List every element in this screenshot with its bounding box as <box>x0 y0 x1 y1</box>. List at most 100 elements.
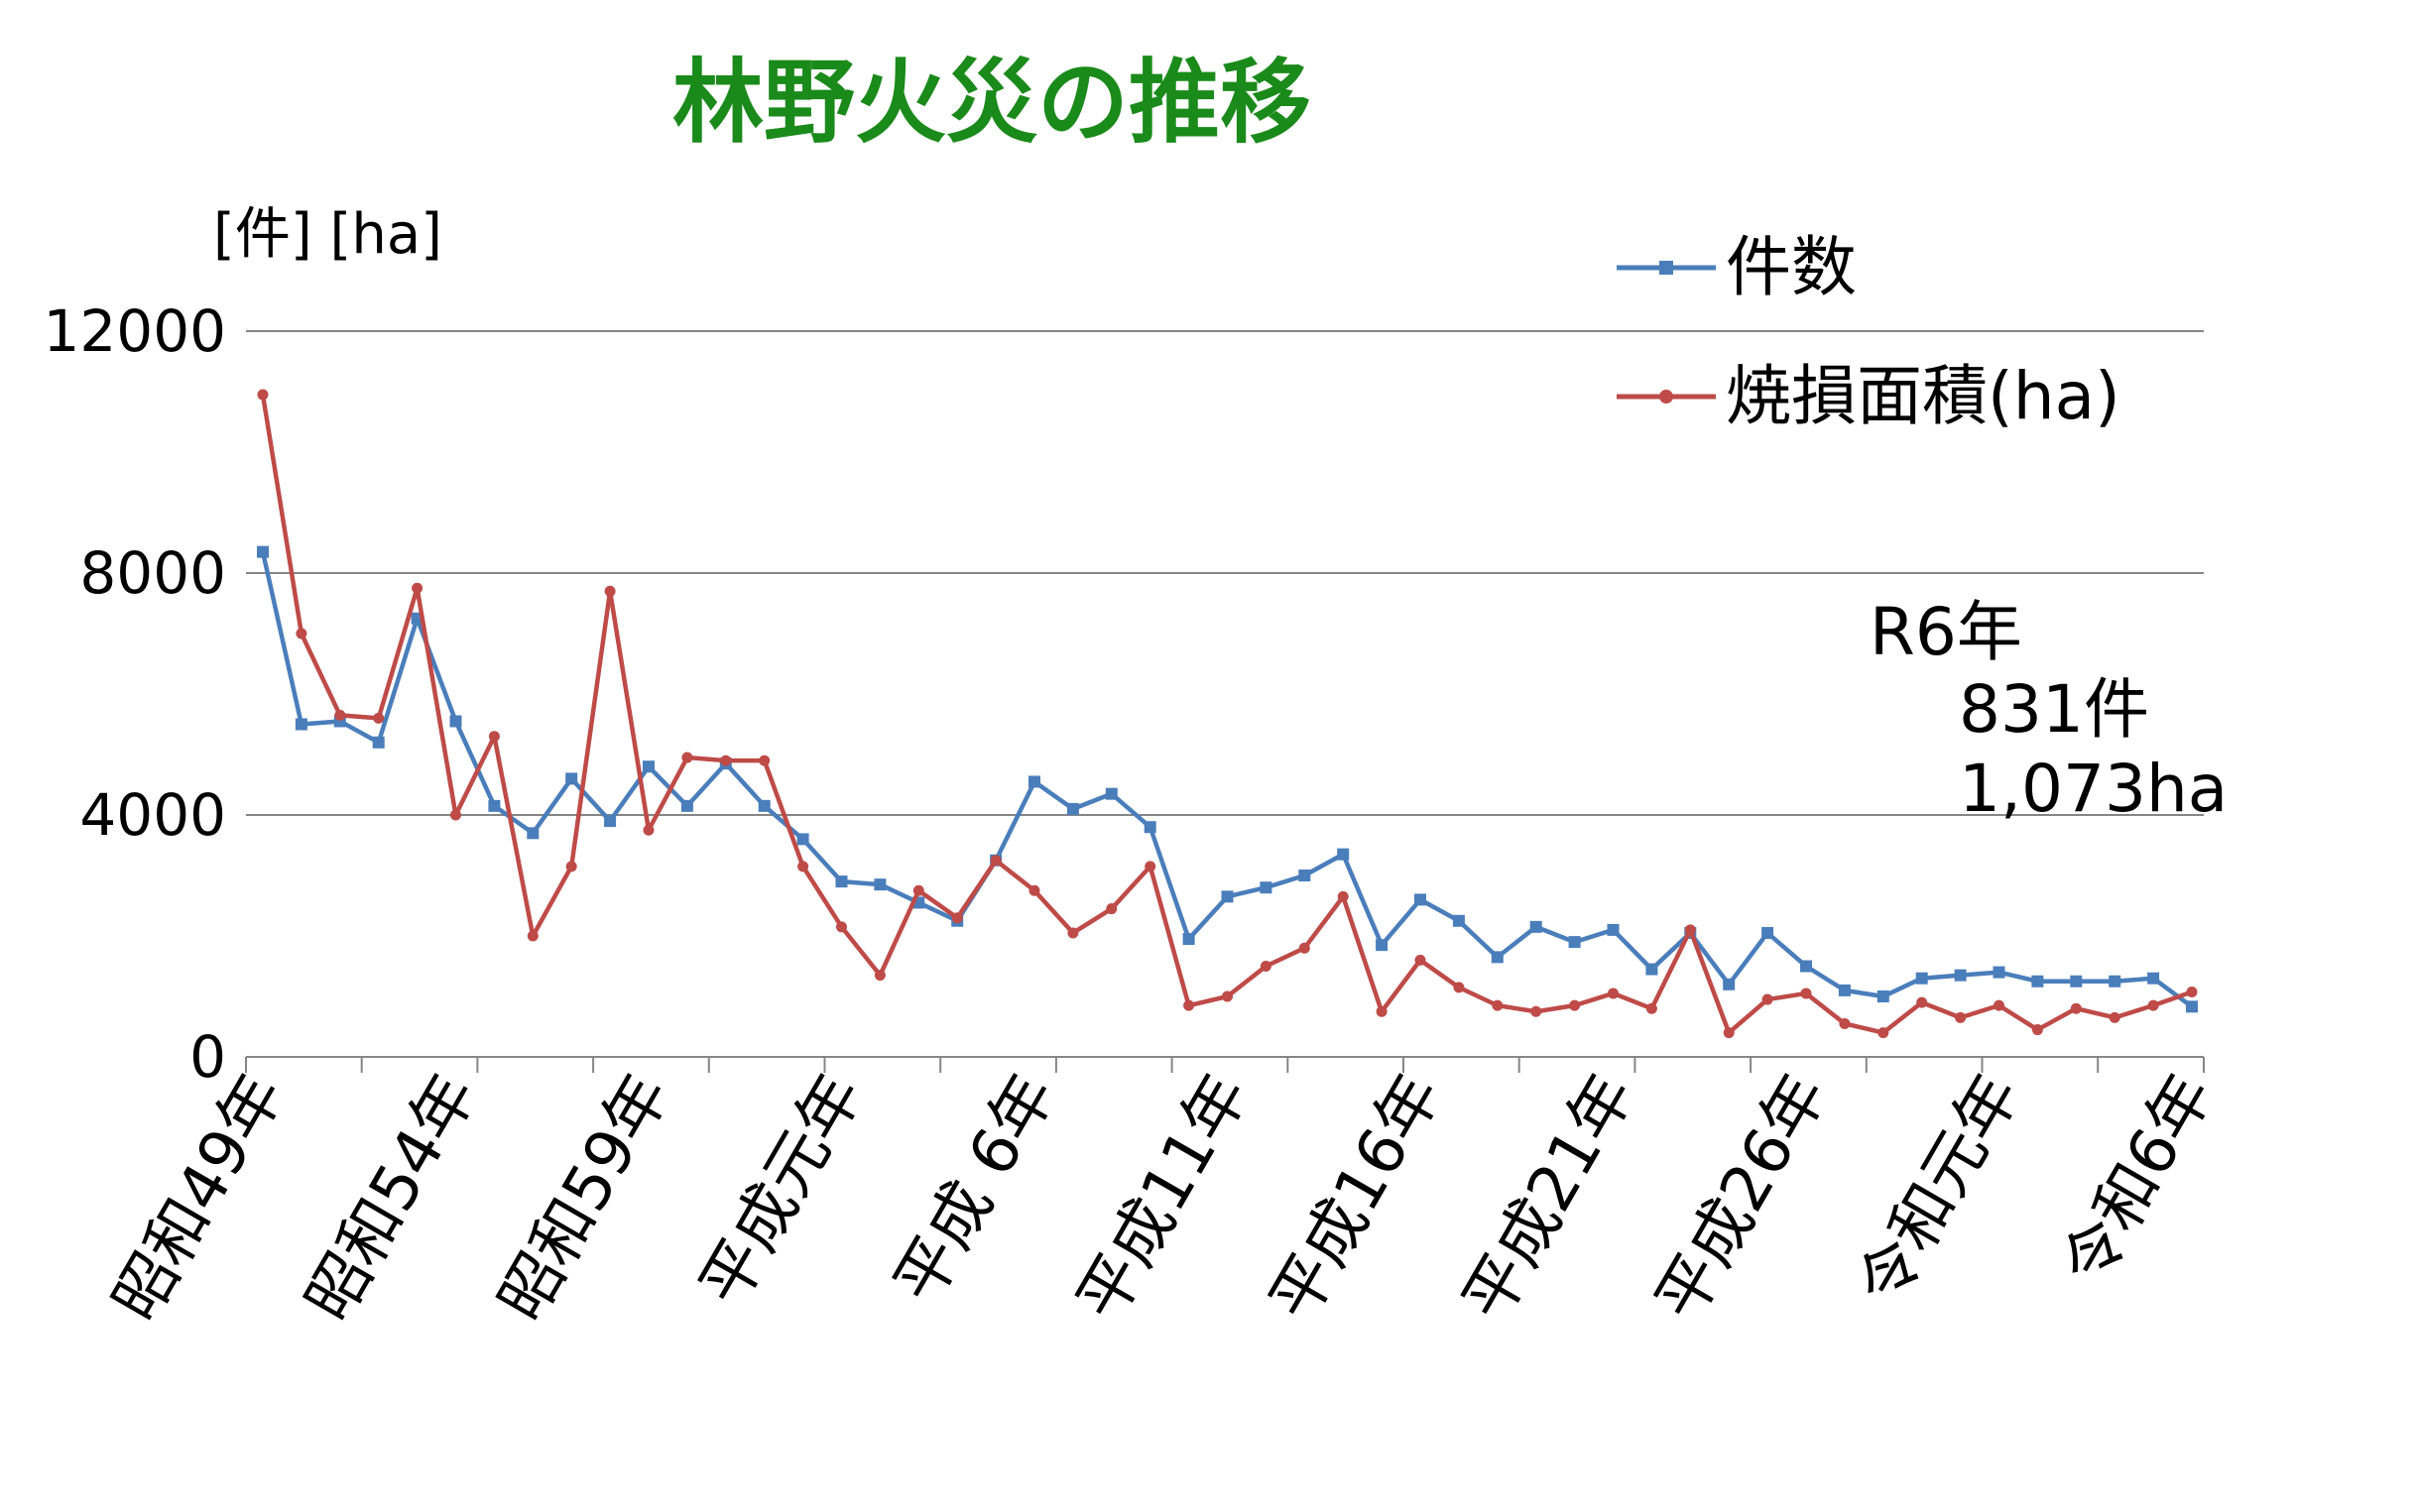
data-point <box>1684 924 1696 936</box>
data-point <box>488 799 501 812</box>
x-tick-label: 平成26年 <box>1642 1062 1842 1334</box>
data-point <box>2109 975 2121 988</box>
data-point <box>990 855 1002 867</box>
data-point <box>334 709 346 721</box>
data-point <box>1106 903 1118 915</box>
legend-item-area: 焼損面積(ha) <box>1617 358 2120 434</box>
data-point <box>373 712 385 724</box>
data-point <box>2031 975 2044 988</box>
data-point <box>372 736 385 749</box>
data-point <box>1993 966 2005 979</box>
data-point <box>1067 927 1079 939</box>
data-point <box>1260 881 1272 894</box>
data-point <box>449 715 462 728</box>
data-point <box>1568 936 1581 949</box>
data-point <box>257 545 269 558</box>
data-point <box>796 833 809 846</box>
series-layer <box>257 389 2198 1039</box>
data-point <box>296 628 307 640</box>
annotation-count: 831件 <box>1959 671 2149 748</box>
data-point <box>1453 982 1465 993</box>
gridlines <box>246 330 2204 1058</box>
x-tick-label: 令和元年 <box>1844 1062 2034 1319</box>
data-point <box>527 827 540 840</box>
data-point <box>874 878 887 891</box>
data-point <box>1105 787 1118 800</box>
legend: 件数 焼損面積(ha) <box>1617 229 2120 434</box>
data-point <box>1839 1017 1851 1029</box>
data-point <box>680 799 693 812</box>
unit-label: [件] [ha] <box>213 202 442 267</box>
data-point <box>1452 914 1465 927</box>
chart-title: 林野火災の推移 <box>672 50 1311 156</box>
data-point <box>1645 963 1658 976</box>
x-tick-label: 平成16年 <box>1257 1062 1456 1334</box>
data-point <box>2147 999 2159 1011</box>
data-point <box>1221 890 1234 903</box>
data-point <box>1491 951 1504 964</box>
legend-label-count: 件数 <box>1726 229 1857 305</box>
data-point <box>1414 893 1426 906</box>
data-point <box>604 585 616 597</box>
data-point <box>604 815 617 828</box>
data-point <box>1877 1027 1889 1039</box>
x-tick-label: 昭和49年 <box>99 1062 299 1334</box>
data-point <box>2109 1011 2120 1023</box>
data-point <box>1994 999 2004 1011</box>
data-point <box>1028 775 1040 788</box>
y-tick-label: 12000 <box>43 297 226 365</box>
series-burned-area <box>257 389 2198 1039</box>
data-point <box>1260 961 1271 972</box>
data-point <box>2070 1002 2082 1014</box>
data-point <box>1800 988 1812 999</box>
data-point <box>412 582 423 594</box>
x-tick-label: 平成 6年 <box>881 1062 1070 1316</box>
x-tick-label: 平成元年 <box>686 1062 877 1319</box>
data-point <box>912 884 924 896</box>
series-count <box>257 545 2198 1013</box>
y-axis-tick-labels: 0 4000 8000 12000 <box>43 297 226 1091</box>
data-point <box>758 799 771 812</box>
x-tick-label: 昭和59年 <box>485 1062 684 1334</box>
data-point <box>1298 870 1311 881</box>
data-point <box>1066 802 1079 815</box>
data-point <box>1838 984 1851 996</box>
data-point <box>836 921 847 933</box>
data-point <box>1761 993 1773 1005</box>
data-point <box>1955 1011 1967 1023</box>
data-point <box>2186 1000 2198 1013</box>
data-point <box>1298 942 1310 954</box>
data-point <box>565 772 578 785</box>
data-point <box>1954 969 1967 982</box>
legend-marker-count <box>1659 261 1673 275</box>
y-tick-label: 0 <box>189 1023 226 1091</box>
annotation-year: R6年 <box>1870 594 2022 670</box>
data-point <box>1144 821 1156 834</box>
data-point <box>2147 972 2160 985</box>
data-point <box>1492 999 1504 1011</box>
data-point <box>681 752 693 763</box>
data-point <box>759 755 771 766</box>
x-tick-label: 平成21年 <box>1450 1062 1649 1334</box>
x-tick-label: 昭和54年 <box>293 1062 492 1334</box>
data-point <box>1723 1027 1735 1039</box>
data-point <box>295 718 307 731</box>
legend-marker-area <box>1659 390 1673 404</box>
data-point <box>1915 972 1928 985</box>
y-tick-label: 4000 <box>79 781 226 849</box>
data-point <box>488 731 500 743</box>
data-point <box>951 912 963 924</box>
data-point <box>1608 988 1619 999</box>
data-point <box>1876 990 1889 1002</box>
data-point <box>1337 848 1350 861</box>
legend-item-count: 件数 <box>1617 229 1857 305</box>
data-point <box>874 970 886 982</box>
data-point <box>2186 987 2198 998</box>
data-point <box>257 389 269 401</box>
y-tick-label: 8000 <box>79 539 226 607</box>
data-point <box>835 875 848 888</box>
data-point <box>720 755 732 766</box>
annotation: R6年 831件 1,073ha <box>1870 594 2228 827</box>
